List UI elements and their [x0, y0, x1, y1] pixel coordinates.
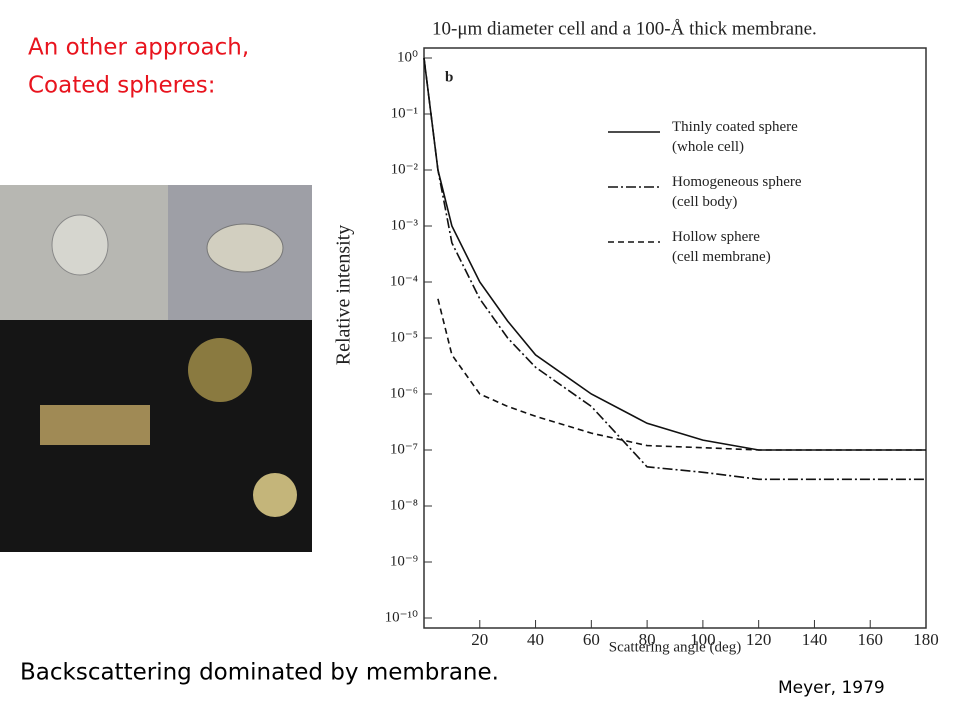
legend-line: (whole cell) [672, 139, 744, 155]
x-tick-label: 20 [471, 630, 488, 649]
y-tick-label: 10⁻¹⁰ [385, 609, 418, 625]
caption: Backscattering dominated by membrane. [20, 660, 499, 686]
y-tick-label: 10⁻³ [391, 217, 419, 233]
x-tick-label: 180 [913, 630, 939, 649]
photo-cell [51, 214, 109, 276]
photo-cell [253, 473, 297, 517]
legend-line: (cell body) [672, 194, 737, 210]
x-axis-label: Scattering angle (deg) [609, 639, 741, 655]
photo-cell [40, 405, 150, 445]
heading-line: An other approach, [28, 35, 249, 61]
y-tick-label: 10⁻⁷ [390, 441, 418, 457]
y-tick-label: 10⁰ [397, 49, 418, 65]
legend-entry: Hollow sphere (cell membrane) [672, 229, 771, 265]
y-tick-label: 10⁻⁸ [390, 497, 418, 513]
legend-line: Hollow sphere [672, 229, 760, 245]
series-line [423, 57, 926, 451]
series-line [437, 298, 926, 451]
series-line [423, 57, 926, 481]
y-tick-label: 10⁻⁵ [390, 329, 418, 345]
photo-cell [206, 223, 284, 273]
legend-entry: Homogeneous sphere (cell body) [672, 174, 802, 210]
photo-cell [188, 338, 252, 402]
y-tick-label: 10⁻² [391, 161, 419, 177]
x-tick-label: 100 [690, 630, 716, 649]
legend-line: (cell membrane) [672, 249, 771, 265]
y-tick-label: 10⁻¹ [391, 105, 418, 121]
x-tick-label: 40 [527, 630, 544, 649]
credit: Meyer, 1979 [778, 678, 885, 698]
y-axis-label: Relative intensity [333, 225, 355, 366]
x-tick-label: 60 [583, 630, 600, 649]
x-tick-label: 120 [746, 630, 772, 649]
y-tick-label: 10⁻⁹ [390, 553, 418, 569]
y-tick-label: 10⁻⁴ [390, 273, 418, 289]
chart-title: 10-μm diameter cell and a 100-Å thick me… [432, 18, 817, 39]
legend-line: Homogeneous sphere [672, 174, 802, 190]
y-tick-label: 10⁻⁶ [390, 385, 418, 401]
chart: 10-μm diameter cell and a 100-Å thick me… [333, 18, 939, 655]
heading-line: Coated spheres: [28, 73, 215, 99]
legend-line: Thinly coated sphere [672, 119, 798, 135]
x-tick-label: 80 [639, 630, 656, 649]
x-tick-label: 160 [857, 630, 883, 649]
x-tick-label: 140 [802, 630, 828, 649]
panel-label: b [445, 69, 453, 85]
legend-entry: Thinly coated sphere (whole cell) [672, 119, 798, 155]
